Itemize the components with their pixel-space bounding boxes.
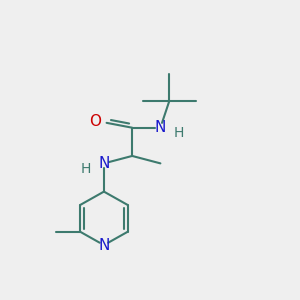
Text: N: N [155,120,166,135]
Text: N: N [98,238,110,253]
Text: H: H [173,126,184,140]
Text: H: H [80,162,91,176]
Text: N: N [98,156,110,171]
Text: O: O [89,114,101,129]
